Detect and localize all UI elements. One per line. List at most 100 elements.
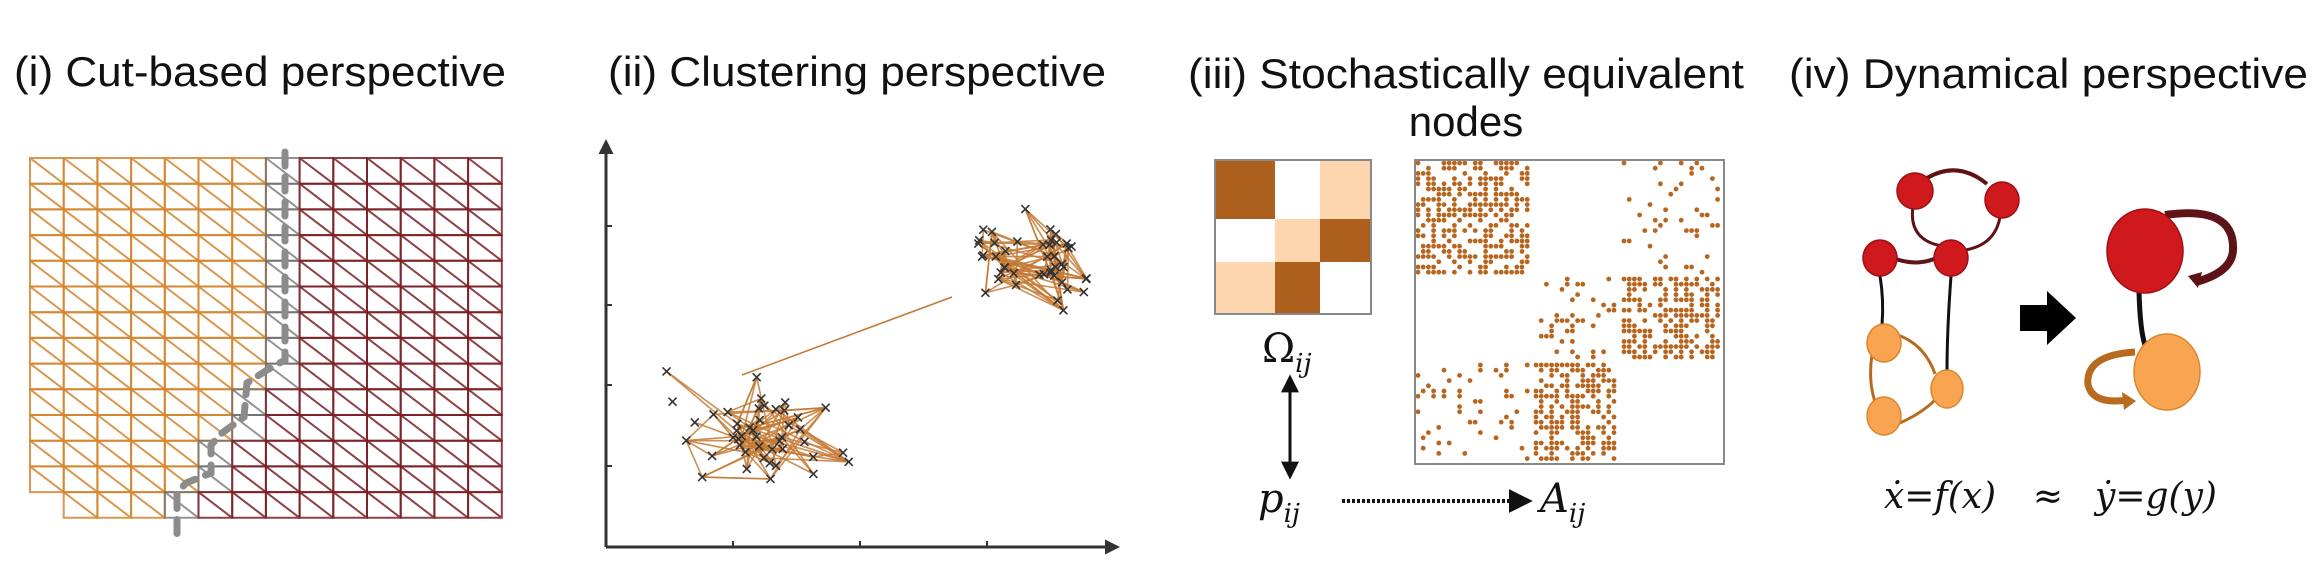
adjacency-dot (1462, 160, 1468, 166)
adjacency-dot (1457, 243, 1462, 249)
node-marker (736, 431, 747, 441)
equation: ẋ=f(x) ≈ ẏ=g(y) (1884, 476, 2217, 517)
adjacency-dot (1509, 425, 1514, 430)
adjacency-dot (1483, 259, 1488, 265)
adjacency-dot (1504, 212, 1509, 218)
edge (997, 278, 1064, 312)
adjacency-dot (1642, 333, 1648, 339)
adjacency-dot (1415, 171, 1421, 176)
mesh-cell (467, 414, 503, 442)
mesh-cell (366, 234, 402, 262)
mesh-cell (366, 259, 402, 288)
adjacency-dot (1514, 269, 1520, 275)
mesh-cell (231, 491, 267, 519)
node-marker (1020, 204, 1030, 214)
mesh-cell (29, 234, 65, 262)
adjacency-dot (1606, 445, 1612, 451)
node-marker (759, 401, 769, 411)
mesh-cell (433, 285, 470, 314)
adjacency-dot (1689, 165, 1694, 171)
adjacency-dot (1564, 378, 1570, 383)
edge (985, 284, 1017, 294)
adjacency-dot (1678, 181, 1684, 187)
adjacency-dot (1426, 264, 1431, 270)
red-node (1862, 239, 1898, 277)
adjacency-dot (1668, 191, 1674, 197)
adjacency-dot (1493, 186, 1499, 192)
adjacency-dot (1415, 409, 1421, 415)
adjacency-dot (1601, 349, 1606, 355)
adjacency-dot (1699, 349, 1705, 355)
adjacency-dot (1524, 202, 1530, 208)
adjacency-dot (1590, 378, 1596, 383)
node-marker (728, 432, 738, 443)
adjacency-dot (1538, 419, 1544, 425)
mesh-cell (433, 157, 470, 185)
adjacency-dot (1559, 287, 1565, 292)
adjacency-dot (1415, 233, 1421, 239)
adjacency-dot (1637, 307, 1642, 313)
adjacency-dot (1694, 344, 1700, 349)
adjacency-dot (1431, 388, 1436, 394)
adjacency-dot (1601, 302, 1606, 308)
node-marker (771, 404, 781, 414)
adjacency-dot (1436, 451, 1442, 456)
adjacency-dot (1538, 378, 1544, 383)
edge (745, 416, 799, 453)
mesh-cell (399, 182, 436, 211)
adjacency-dot (1710, 281, 1715, 287)
adjacency-dot (1678, 281, 1684, 287)
mesh-cell (130, 362, 166, 391)
adjacency-dot (1559, 383, 1565, 389)
adjacency-dot (1585, 435, 1591, 441)
adjacency-dot (1570, 349, 1575, 355)
adjacency-dot (1415, 202, 1421, 208)
mesh-cell (298, 388, 335, 416)
mesh-cell (130, 208, 166, 237)
mesh-cell (29, 336, 65, 365)
mesh-cell (231, 259, 267, 288)
adjacency-dot (1663, 287, 1668, 292)
adjacency-dot (1478, 362, 1483, 368)
adjacency-dot (1441, 212, 1447, 218)
adjacency-dot (1446, 191, 1452, 197)
adjacency-dot (1704, 292, 1710, 297)
adjacency-dot (1596, 409, 1601, 415)
adjacency-dot (1663, 323, 1668, 329)
adjacency-dot (1554, 440, 1560, 446)
adjacency-dot (1585, 445, 1591, 451)
adjacency-dot (1704, 212, 1710, 218)
adjacency-dot (1478, 264, 1483, 270)
omega-frame (1214, 159, 1372, 315)
adjacency-dot (1431, 269, 1436, 275)
node-marker (1042, 252, 1052, 262)
edge (983, 254, 1087, 280)
mesh-cell (298, 259, 335, 288)
adjacency-dot (1533, 451, 1539, 456)
node-marker (667, 397, 678, 407)
adjacency-dot (1420, 202, 1426, 208)
adjacency-dot (1621, 349, 1627, 355)
mesh-cell (96, 157, 133, 185)
adjacency-dot (1462, 212, 1468, 218)
adjacency-dot (1647, 354, 1653, 360)
mesh-cell (264, 439, 301, 468)
mesh-cell (298, 311, 335, 339)
adjacency-dot (1509, 233, 1514, 239)
adjacency-dot (1488, 254, 1494, 259)
adjacency-dot (1483, 171, 1488, 176)
mesh-cell (96, 465, 133, 494)
adjacency-dot (1472, 191, 1478, 197)
adjacency-dot (1431, 186, 1436, 192)
adjacency-dot (1452, 207, 1457, 213)
adjacency-dot (1457, 191, 1462, 197)
adjacency-dot (1626, 281, 1632, 287)
adjacency-dot (1684, 333, 1689, 339)
mesh-cell (467, 234, 503, 262)
adjacency-dot (1606, 440, 1612, 446)
edge (763, 457, 849, 463)
edge (1000, 271, 1064, 312)
adjacency-dot (1621, 238, 1627, 244)
approx-symbol: ≈ (2033, 476, 2063, 517)
node-marker (1051, 229, 1061, 239)
